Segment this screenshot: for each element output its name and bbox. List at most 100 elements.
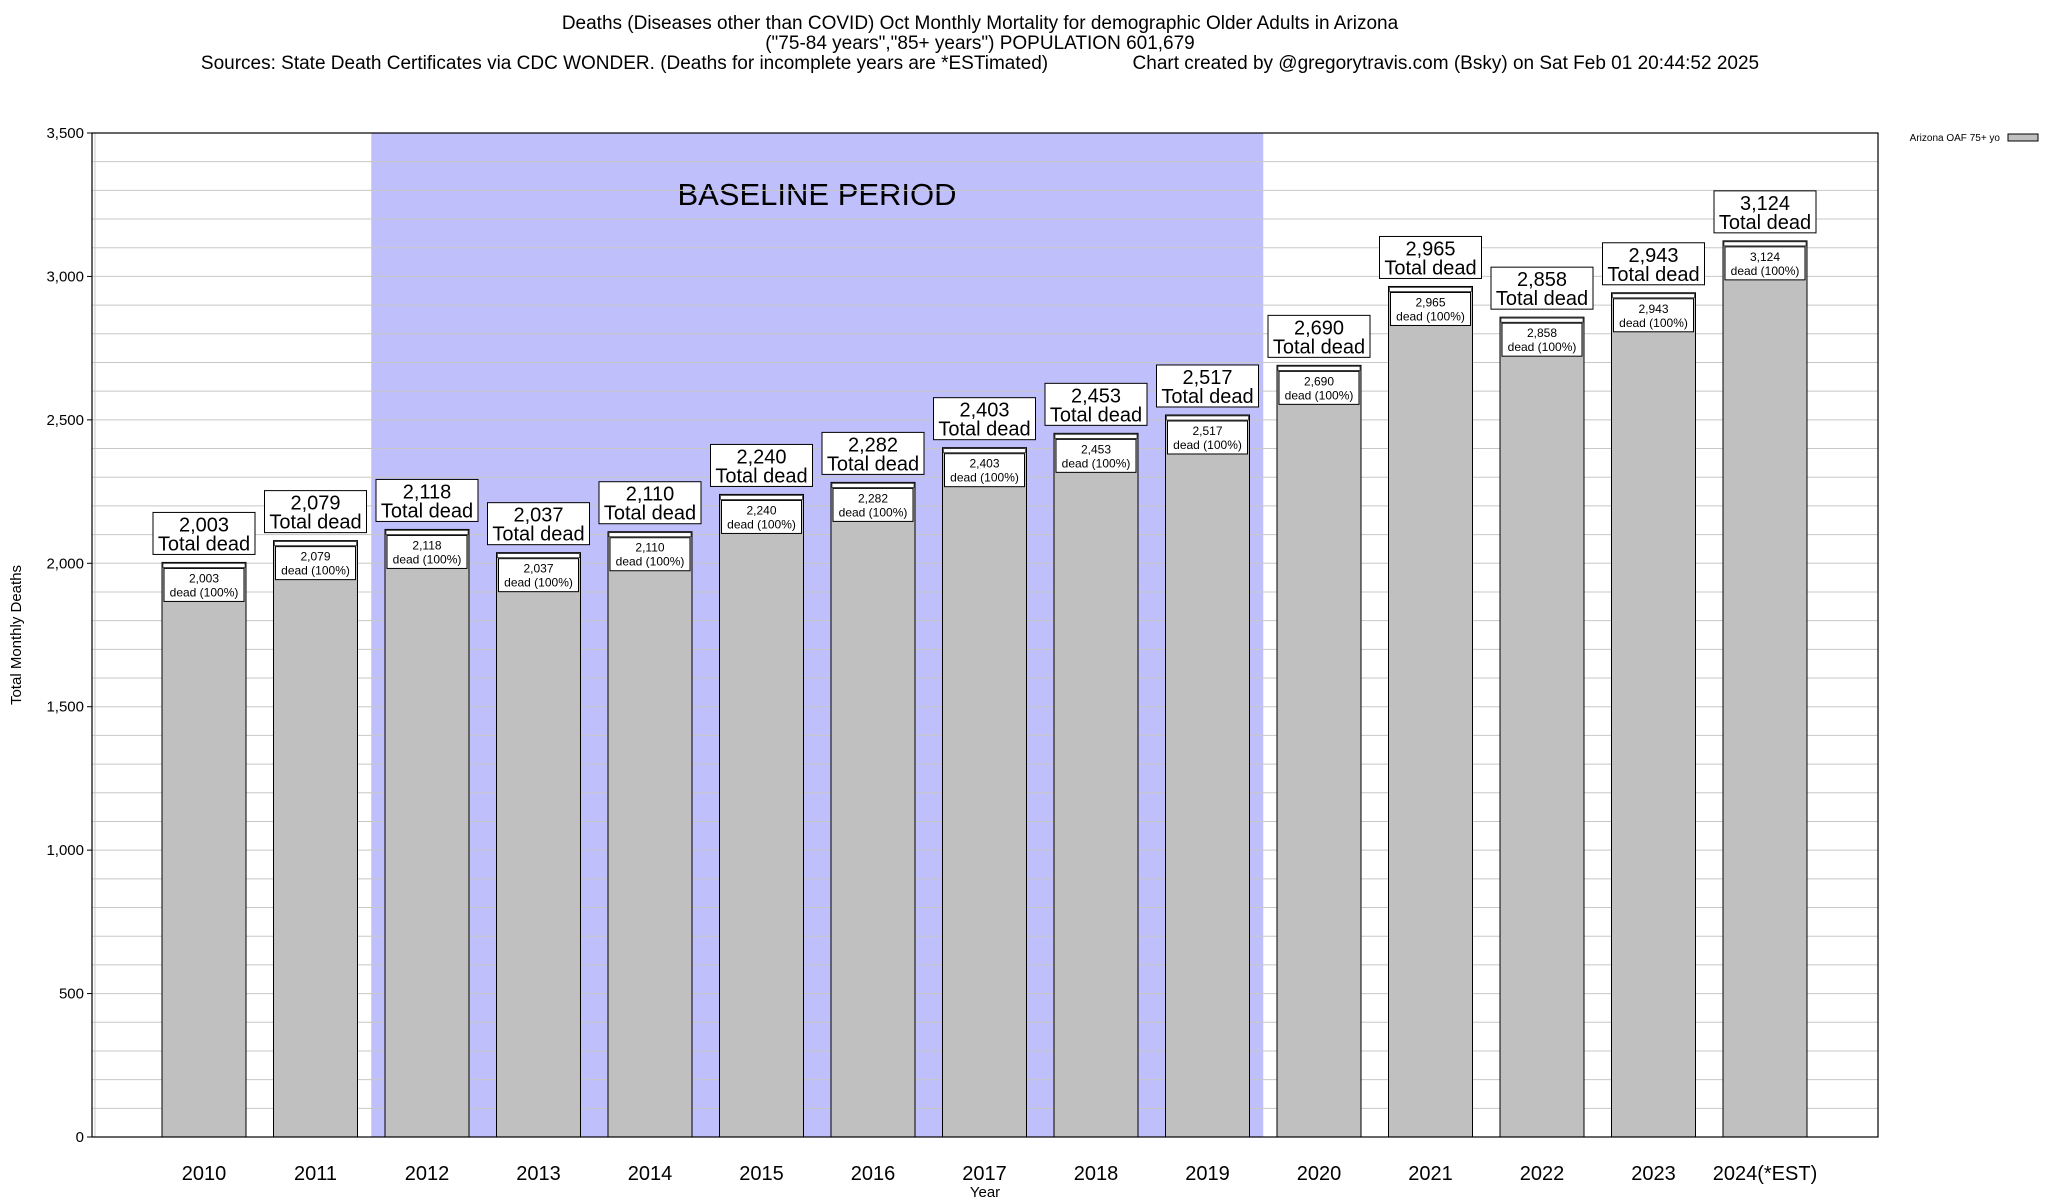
bar <box>1053 432 1139 1138</box>
bar-inner-suffix: dead (100%) <box>727 517 796 531</box>
chart-title: Deaths (Diseases other than COVID) Oct M… <box>0 14 1960 74</box>
bar-value-label: 2,037 <box>513 505 563 527</box>
legend-swatch <box>2007 133 2039 142</box>
x-tick-label: 2014 <box>628 1163 673 1185</box>
bar-value-label: 2,858 <box>1517 269 1567 291</box>
bar-top-label-box <box>487 502 590 546</box>
bar-top-strip <box>497 553 580 558</box>
bar-value-label: 2,118 <box>403 481 452 503</box>
bar <box>719 493 804 1138</box>
bar-top-strip <box>1612 293 1695 299</box>
bar-top-strip <box>1389 287 1472 292</box>
bar-top-strip <box>162 563 246 568</box>
bar-inner-suffix: dead (100%) <box>616 555 685 569</box>
bar-value-label: 2,403 <box>959 400 1009 422</box>
bar-top-suffix: Total dead <box>1607 264 1699 286</box>
x-tick-label: 2017 <box>962 1163 1007 1185</box>
bar-value-label: 2,517 <box>1182 367 1232 389</box>
bar-inner-suffix: dead (100%) <box>281 564 350 578</box>
bar-top-suffix: Total dead <box>1161 386 1253 408</box>
bar-top-suffix: Total dead <box>1273 336 1365 358</box>
bar-inner-label-box <box>1278 370 1360 405</box>
bar-inner-value: 2,003 <box>189 571 219 585</box>
bar-top-suffix: Total dead <box>827 453 919 475</box>
bar-inner-label-box <box>1613 298 1694 333</box>
y-tick-label: 1,000 <box>46 842 84 859</box>
bar-inner-suffix: dead (100%) <box>1285 388 1354 402</box>
bar-inner-value: 2,079 <box>300 550 330 564</box>
bar <box>161 561 247 1138</box>
bar-inner-suffix: dead (100%) <box>1731 264 1800 278</box>
bar-inner-suffix: dead (100%) <box>1508 340 1577 354</box>
x-tick-label: 2021 <box>1408 1163 1453 1185</box>
bar-inner-label-box <box>1055 438 1137 473</box>
bar-inner-value: 2,858 <box>1527 326 1557 340</box>
bar-inner-suffix: dead (100%) <box>1173 438 1242 452</box>
x-tick-label: 2011 <box>294 1163 337 1185</box>
bar-top-suffix: Total dead <box>715 465 807 487</box>
bar-inner-value: 2,282 <box>858 491 888 505</box>
bar-value-label: 2,240 <box>736 446 786 468</box>
bar-inner-suffix: dead (100%) <box>1619 316 1688 330</box>
y-tick-label: 1,500 <box>46 699 84 716</box>
bar-top-label-box <box>1602 242 1705 286</box>
y-tick-label: 0 <box>76 1129 84 1146</box>
bar-top-strip <box>274 541 357 546</box>
x-tick-label: 2013 <box>516 1163 561 1185</box>
bar-inner-label-box <box>163 567 245 602</box>
bar <box>1276 364 1362 1138</box>
bar-inner-suffix: dead (100%) <box>950 471 1019 485</box>
bar-value-label: 2,943 <box>1628 245 1678 267</box>
bar-inner-suffix: dead (100%) <box>393 552 462 566</box>
bar-inner-suffix: dead (100%) <box>1062 456 1131 470</box>
legend-label: Arizona OAF 75+ yo <box>1910 133 2001 144</box>
bar-inner-value: 2,690 <box>1304 374 1334 388</box>
bar-top-suffix: Total dead <box>1384 257 1476 279</box>
bar <box>273 540 358 1138</box>
bar-inner-label-box <box>609 537 691 572</box>
bar-inner-value: 3,124 <box>1750 250 1780 264</box>
bar-top-strip <box>385 530 469 535</box>
bar-top-suffix: Total dead <box>158 533 250 555</box>
bar-value-label: 3,124 <box>1740 193 1790 215</box>
y-axis-title: Total Monthly Deaths <box>8 565 25 705</box>
x-tick-label: 2016 <box>851 1163 896 1185</box>
bar-top-label-box <box>1490 266 1594 310</box>
bar-inner-value: 2,943 <box>1638 302 1668 316</box>
x-tick-label: 2012 <box>405 1163 450 1185</box>
bar-top-suffix: Total dead <box>1496 288 1588 310</box>
bar <box>1499 316 1585 1138</box>
y-tick-label: 2,000 <box>46 555 84 572</box>
bar-inner-label-box <box>944 453 1025 488</box>
bar-top-suffix: Total dead <box>1719 212 1811 234</box>
bar-top-suffix: Total dead <box>381 500 473 522</box>
title-line-2: ("75-84 years","85+ years") POPULATION 6… <box>765 33 1195 54</box>
bar-inner-label-box <box>498 558 579 593</box>
bar <box>830 481 916 1138</box>
bar-inner-label-box <box>721 499 802 534</box>
bar <box>384 528 470 1138</box>
bar-top-label-box <box>1156 364 1259 408</box>
bar <box>942 447 1027 1138</box>
bar-inner-value: 2,037 <box>523 562 553 576</box>
bar-inner-value: 2,403 <box>969 457 999 471</box>
bar-inner-suffix: dead (100%) <box>504 576 573 590</box>
bar-top-label-box <box>152 511 256 555</box>
bar-top-strip <box>1500 317 1584 323</box>
bar-top-strip <box>608 532 692 538</box>
bar-top-label-box <box>1044 382 1148 426</box>
x-tick-label: 2019 <box>1185 1163 1230 1185</box>
bar <box>607 531 693 1138</box>
bar-inner-label-box <box>1167 420 1248 455</box>
bar-top-label-box <box>264 490 367 534</box>
y-tick-label: 500 <box>59 986 84 1003</box>
x-tick-label: 2015 <box>739 1163 784 1185</box>
bar-value-label: 2,003 <box>179 514 229 536</box>
bar-inner-value: 2,453 <box>1081 442 1111 456</box>
bar <box>496 552 581 1138</box>
bar-inner-value: 2,240 <box>746 503 776 517</box>
bar-inner-label-box <box>275 546 356 581</box>
bar-top-strip <box>1166 415 1249 421</box>
bar-top-label-box <box>1267 314 1371 358</box>
